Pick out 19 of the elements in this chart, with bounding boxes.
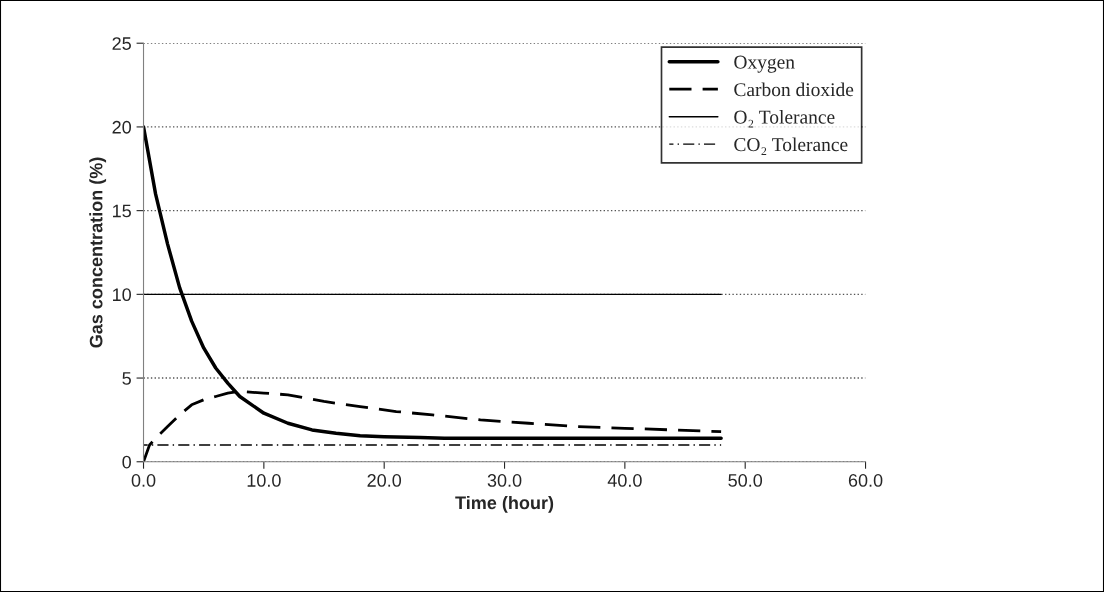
y-tick-label: 20 (112, 120, 132, 134)
y-tick-label: 15 (113, 204, 131, 218)
x-tick-label: 10.0 (247, 474, 281, 487)
x-tick-label: 40.0 (607, 474, 642, 487)
y-tick-label: 25 (112, 37, 131, 50)
legend-label: Oxygen (734, 55, 795, 73)
x-tick-label: 0.0 (131, 474, 156, 487)
y-tick-label: 10 (113, 288, 132, 302)
x-tick-label: 30.0 (487, 474, 522, 487)
legend-label: Carbon dioxide (734, 82, 854, 97)
y-tick-label: 5 (122, 372, 131, 385)
x-tick-label: 20.0 (367, 474, 402, 487)
y-axis-title: Gas concentration (%) (89, 157, 107, 348)
x-tick-label: 60.0 (848, 474, 883, 487)
legend-label: O₂ Tolerance (734, 110, 835, 128)
legend-label: CO₂ Tolerance (734, 137, 848, 155)
x-tick-label: 50.0 (728, 474, 763, 487)
x-axis-title: Time (hour) (455, 495, 554, 513)
y-tick-label: 0 (122, 455, 132, 469)
